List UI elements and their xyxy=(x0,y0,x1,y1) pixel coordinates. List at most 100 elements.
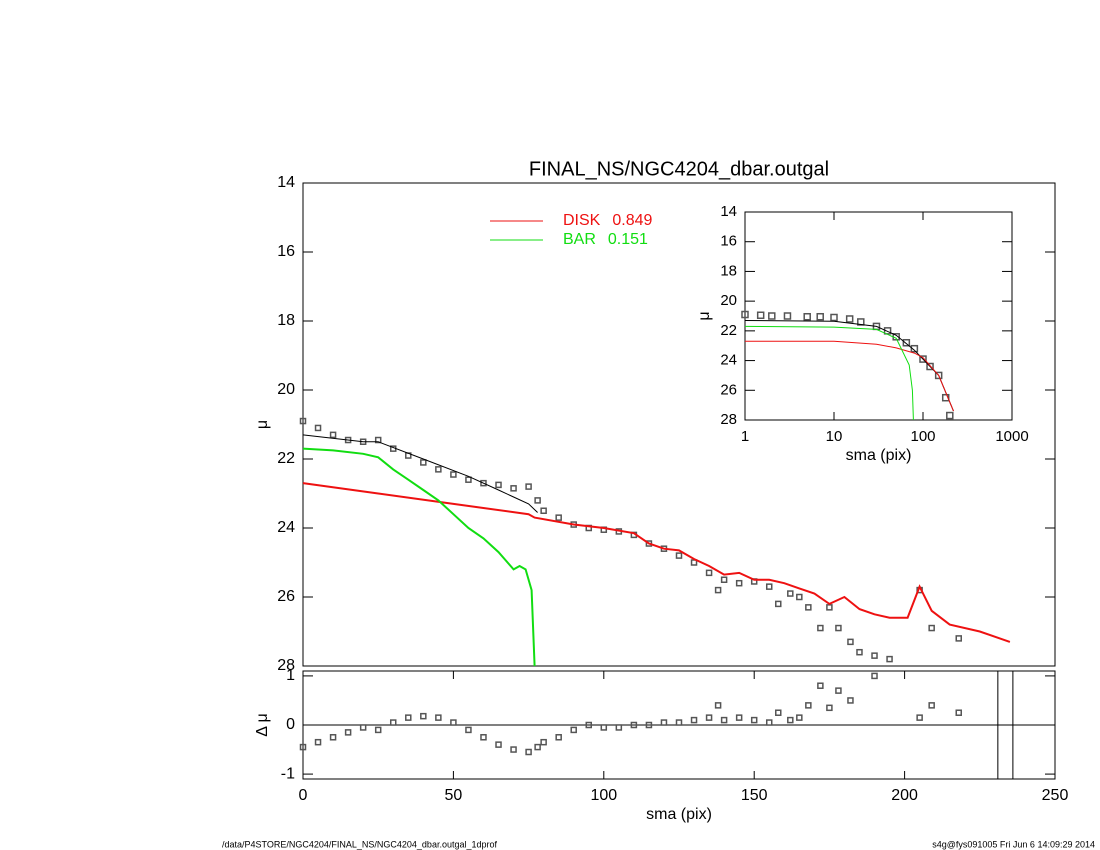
series-line xyxy=(745,340,954,412)
data-point xyxy=(465,726,472,734)
legend-label: DISK xyxy=(563,212,601,229)
x-tick-label: 200 xyxy=(891,787,918,804)
y-tick-label: 26 xyxy=(720,381,737,398)
y-tick-label: 20 xyxy=(720,292,737,309)
y-tick-label: 22 xyxy=(277,450,295,467)
data-point xyxy=(495,741,502,748)
data-point xyxy=(720,716,728,724)
data-point xyxy=(675,719,683,726)
data-point xyxy=(359,724,367,731)
data-point xyxy=(847,697,854,704)
data-point xyxy=(329,734,337,741)
data-point xyxy=(934,371,943,380)
x-tick-label: 0 xyxy=(299,787,308,804)
data-point xyxy=(928,624,935,632)
y-tick-label: 18 xyxy=(720,262,737,279)
data-point xyxy=(916,714,923,721)
data-point xyxy=(690,716,698,724)
data-point xyxy=(735,714,743,721)
data-point xyxy=(787,716,794,724)
y-tick-label: 24 xyxy=(277,519,295,536)
data-point xyxy=(835,624,842,632)
y-tick-label: 18 xyxy=(277,312,295,329)
y-tick-label: 0 xyxy=(286,716,295,733)
data-point xyxy=(787,590,794,597)
data-point xyxy=(555,734,562,741)
y-tick-label: 16 xyxy=(720,233,737,250)
data-point xyxy=(299,743,307,751)
y-tick-label: 1 xyxy=(286,667,295,684)
data-point xyxy=(756,311,765,320)
data-point xyxy=(600,724,608,731)
data-point xyxy=(955,709,962,716)
x-tick-label: 1 xyxy=(741,428,749,445)
data-point xyxy=(555,514,562,521)
legend-label: BAR xyxy=(563,231,596,248)
y-axis-label: μ xyxy=(254,420,271,429)
y-tick-label: 26 xyxy=(277,588,295,605)
data-point xyxy=(465,476,472,483)
data-point xyxy=(705,569,713,577)
series-line xyxy=(302,447,536,667)
series-line xyxy=(302,482,1011,643)
data-point xyxy=(830,313,838,322)
data-point xyxy=(374,436,382,444)
plot-frame xyxy=(302,182,1056,667)
data-point xyxy=(495,481,502,489)
series-line xyxy=(744,325,914,421)
data-point xyxy=(534,497,541,504)
data-point xyxy=(741,310,749,319)
data-point xyxy=(765,719,773,726)
x-tick-label: 150 xyxy=(741,787,768,804)
data-point xyxy=(835,687,842,694)
data-point xyxy=(540,507,547,514)
data-point xyxy=(775,600,782,608)
data-point xyxy=(955,635,962,642)
data-point xyxy=(615,724,623,731)
data-point xyxy=(883,327,892,335)
data-point xyxy=(919,355,927,363)
data-point xyxy=(525,483,532,490)
y-tick-label: 24 xyxy=(720,352,737,369)
y-tick-label: 16 xyxy=(277,243,295,260)
data-point xyxy=(480,479,487,487)
data-point xyxy=(720,576,728,583)
data-point xyxy=(525,748,532,756)
data-point xyxy=(910,344,919,353)
data-point xyxy=(435,714,442,721)
data-point xyxy=(926,362,934,371)
data-point xyxy=(299,417,307,425)
data-point xyxy=(805,604,812,611)
x-tick-label: 10 xyxy=(826,428,843,445)
y-tick-label: 28 xyxy=(277,657,295,674)
data-point xyxy=(705,714,713,721)
data-point xyxy=(510,746,517,753)
data-point xyxy=(783,312,792,320)
data-point xyxy=(435,466,442,473)
data-point xyxy=(540,738,547,746)
data-point xyxy=(314,424,322,432)
data-point xyxy=(420,459,427,466)
data-point xyxy=(714,702,722,709)
data-point xyxy=(750,716,758,724)
chart-title: FINAL_NS/NGC4204_dbar.outgal xyxy=(529,158,829,180)
data-point xyxy=(735,579,743,587)
data-point xyxy=(817,682,824,689)
footer-right: s4g@fys091005 Fri Jun 6 14:09:29 2014 xyxy=(932,839,1095,849)
plot-frame xyxy=(744,211,1013,421)
series-line xyxy=(302,434,538,513)
legend-fraction: 0.151 xyxy=(608,231,648,248)
legend-fraction: 0.849 xyxy=(612,212,652,229)
y-tick-label: 22 xyxy=(720,322,737,339)
data-point xyxy=(329,431,337,439)
x-tick-label: 1000 xyxy=(995,428,1028,445)
x-tick-label: 50 xyxy=(445,787,463,804)
data-point xyxy=(805,702,812,709)
y-tick-label: 14 xyxy=(720,203,737,220)
y-tick-label: 20 xyxy=(277,381,295,398)
data-point xyxy=(420,712,427,720)
x-tick-label: 100 xyxy=(910,428,935,445)
data-point xyxy=(344,729,352,736)
